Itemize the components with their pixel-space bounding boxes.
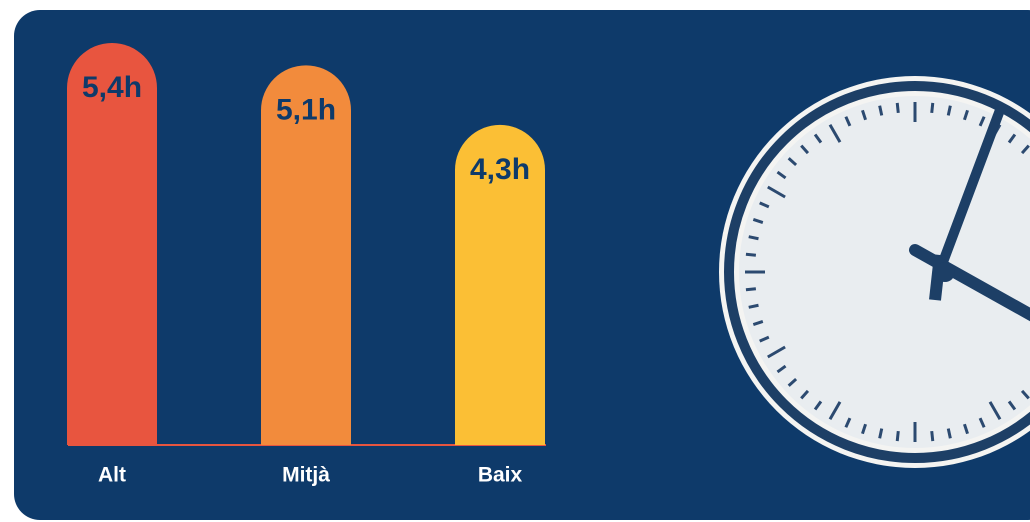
clock-tick [946,428,952,439]
hour-hand [909,244,1030,326]
clock-tick [752,320,764,326]
clock-tick [844,116,852,127]
clock-tick [963,109,969,121]
clock-tick [1020,144,1030,155]
clock-tick [813,133,823,144]
clock-tick [813,400,823,411]
clock-tick [988,401,1002,420]
clock-tick [759,335,770,343]
clock-tick [861,423,867,435]
clock-tick [748,235,759,241]
clock-tick [828,124,842,143]
clock-tick [1020,389,1030,400]
clock [719,76,1030,468]
x-tick-label: Mitjà [282,464,330,487]
x-tick-label: Baix [478,464,523,487]
clock-tick [752,218,764,224]
value-label: 4,3h [470,153,530,186]
clock-tick [748,303,759,309]
clock-face [739,96,1030,448]
clock-bezel [724,81,1030,463]
clock-tick [978,417,986,428]
clock-tick [759,201,770,209]
clock-tick [1007,400,1017,411]
clock-tick [800,389,810,400]
clock-tick [767,345,786,359]
clock-tick [946,105,952,116]
clock-tick [745,252,757,257]
clock-tick [776,364,787,374]
bar [67,43,157,445]
clock-tick [767,185,786,199]
bar [455,124,545,445]
clock-tick [861,109,867,121]
value-label: 5,1h [276,93,336,126]
value-label: 5,4h [82,71,142,104]
clock-tick [1007,133,1017,144]
clock-tick [787,157,798,167]
clock-tick [800,144,810,155]
x-tick-label: Alt [98,464,126,487]
clock-tick [776,170,787,180]
clock-tick [878,428,884,439]
bar [261,65,351,445]
clock-tick [930,430,935,442]
clock-tick [963,423,969,435]
clock-tick [895,102,900,114]
clock-tick [878,105,884,116]
clock-tick [930,102,935,114]
clock-tick [895,430,900,442]
clock-tick [978,116,986,127]
clock-tick [828,401,842,420]
clock-tick [844,417,852,428]
clock-tick [787,377,798,387]
clock-center [935,262,955,282]
clock-tick [745,287,757,292]
minute-hand [935,105,1005,275]
